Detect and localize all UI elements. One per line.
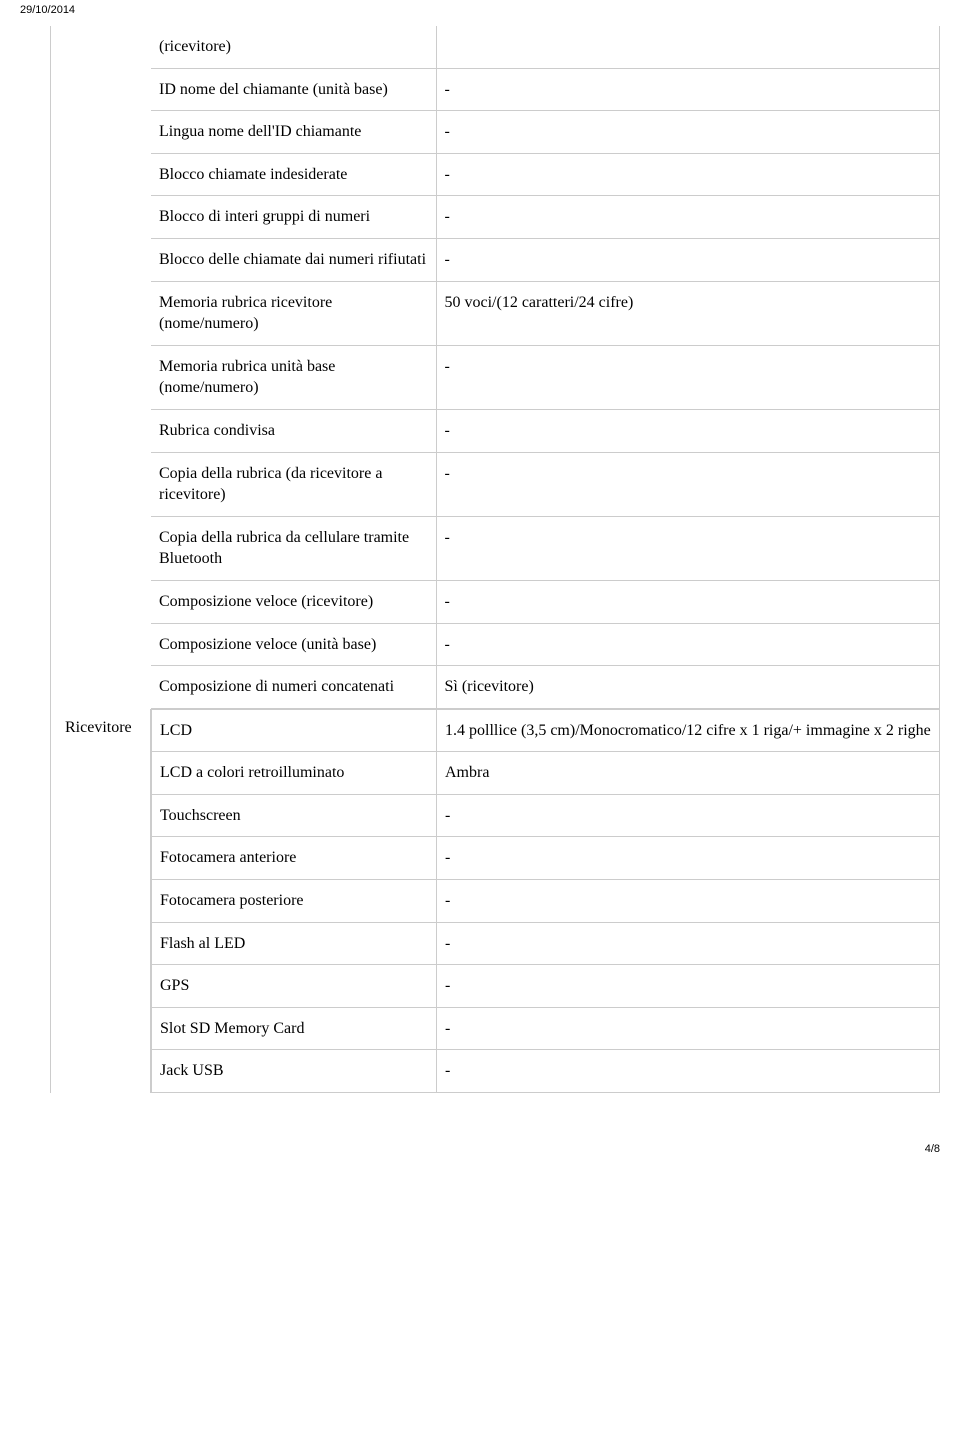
table-row: GPS -: [152, 965, 940, 1008]
spec-label: Memoria rubrica ricevitore (nome/numero): [151, 281, 436, 345]
spec-label: Fotocamera anteriore: [152, 837, 437, 880]
spec-label: Composizione di numeri concatenati: [151, 666, 436, 709]
spec-label: Composizione veloce (unità base): [151, 623, 436, 666]
page-number: 4/8: [0, 1113, 960, 1165]
spec-value: 1.4 polllice (3,5 cm)/Monocromatico/12 c…: [437, 709, 940, 752]
table-row: LCD a colori retroilluminato Ambra: [152, 752, 940, 795]
spec-value: -: [436, 409, 940, 452]
spec-label: Fotocamera posteriore: [152, 880, 437, 923]
table-row: Blocco chiamate indesiderate -: [151, 153, 940, 196]
spec-label: Blocco di interi gruppi di numeri: [151, 196, 436, 239]
spec-value: -: [436, 196, 940, 239]
spec-value: -: [437, 837, 940, 880]
table-row: Fotocamera posteriore -: [152, 880, 940, 923]
spec-section-2: LCD 1.4 polllice (3,5 cm)/Monocromatico/…: [151, 709, 940, 1093]
spec-continuation-value: [436, 26, 940, 68]
spec-value: -: [437, 880, 940, 923]
page-date: 29/10/2014: [20, 0, 940, 26]
spec-value: -: [436, 68, 940, 111]
spec-label: ID nome del chiamante (unità base): [151, 68, 436, 111]
spec-label: Rubrica condivisa: [151, 409, 436, 452]
table-row: ID nome del chiamante (unità base) -: [151, 68, 940, 111]
spec-value: -: [436, 345, 940, 409]
table-row: Memoria rubrica unità base (nome/numero)…: [151, 345, 940, 409]
table-row: Blocco delle chiamate dai numeri rifiuta…: [151, 238, 940, 281]
table-row: Rubrica condivisa -: [151, 409, 940, 452]
spec-value: -: [436, 153, 940, 196]
spec-value: -: [436, 580, 940, 623]
spec-label: Copia della rubrica (da ricevitore a ric…: [151, 452, 436, 516]
table-row: Touchscreen -: [152, 794, 940, 837]
spec-label: Copia della rubrica da cellulare tramite…: [151, 516, 436, 580]
spec-value: -: [436, 452, 940, 516]
spec-label: Blocco chiamate indesiderate: [151, 153, 436, 196]
spec-section-1: (ricevitore) ID nome del chiamante (unit…: [151, 26, 940, 709]
spec-label: Flash al LED: [152, 922, 437, 965]
spec-value: Sì (ricevitore): [436, 666, 940, 709]
spec-table-container: (ricevitore) ID nome del chiamante (unit…: [50, 26, 940, 1093]
spec-label: LCD: [152, 709, 437, 752]
spec-label: Composizione veloce (ricevitore): [151, 580, 436, 623]
spec-label: Jack USB: [152, 1050, 437, 1093]
spec-value: -: [436, 238, 940, 281]
spec-label: Memoria rubrica unità base (nome/numero): [151, 345, 436, 409]
spec-label: Touchscreen: [152, 794, 437, 837]
table-row: Composizione veloce (unità base) -: [151, 623, 940, 666]
table-row: Copia della rubrica da cellulare tramite…: [151, 516, 940, 580]
spec-value: -: [437, 1050, 940, 1093]
spec-label: GPS: [152, 965, 437, 1008]
spec-label: LCD a colori retroilluminato: [152, 752, 437, 795]
table-row: Composizione veloce (ricevitore) -: [151, 580, 940, 623]
table-row: Slot SD Memory Card -: [152, 1007, 940, 1050]
spec-continuation-label: (ricevitore): [151, 26, 436, 68]
table-row: Memoria rubrica ricevitore (nome/numero)…: [151, 281, 940, 345]
table-row: Lingua nome dell'ID chiamante -: [151, 111, 940, 154]
spec-value: -: [436, 516, 940, 580]
spec-label: Blocco delle chiamate dai numeri rifiuta…: [151, 238, 436, 281]
spec-value: Ambra: [437, 752, 940, 795]
table-row: Blocco di interi gruppi di numeri -: [151, 196, 940, 239]
spec-label: Lingua nome dell'ID chiamante: [151, 111, 436, 154]
spec-value: -: [437, 922, 940, 965]
table-row: LCD 1.4 polllice (3,5 cm)/Monocromatico/…: [152, 709, 940, 752]
table-row: Flash al LED -: [152, 922, 940, 965]
spec-value: -: [437, 794, 940, 837]
spec-value: -: [437, 965, 940, 1008]
table-row: Jack USB -: [152, 1050, 940, 1093]
category-ricevitore: Ricevitore: [51, 709, 151, 1093]
spec-value: -: [436, 623, 940, 666]
spec-value: -: [437, 1007, 940, 1050]
spec-value: 50 voci/(12 caratteri/24 cifre): [436, 281, 940, 345]
table-row: Composizione di numeri concatenati Sì (r…: [151, 666, 940, 709]
spec-label: Slot SD Memory Card: [152, 1007, 437, 1050]
table-row: Copia della rubrica (da ricevitore a ric…: [151, 452, 940, 516]
spec-value: -: [436, 111, 940, 154]
table-row: Fotocamera anteriore -: [152, 837, 940, 880]
